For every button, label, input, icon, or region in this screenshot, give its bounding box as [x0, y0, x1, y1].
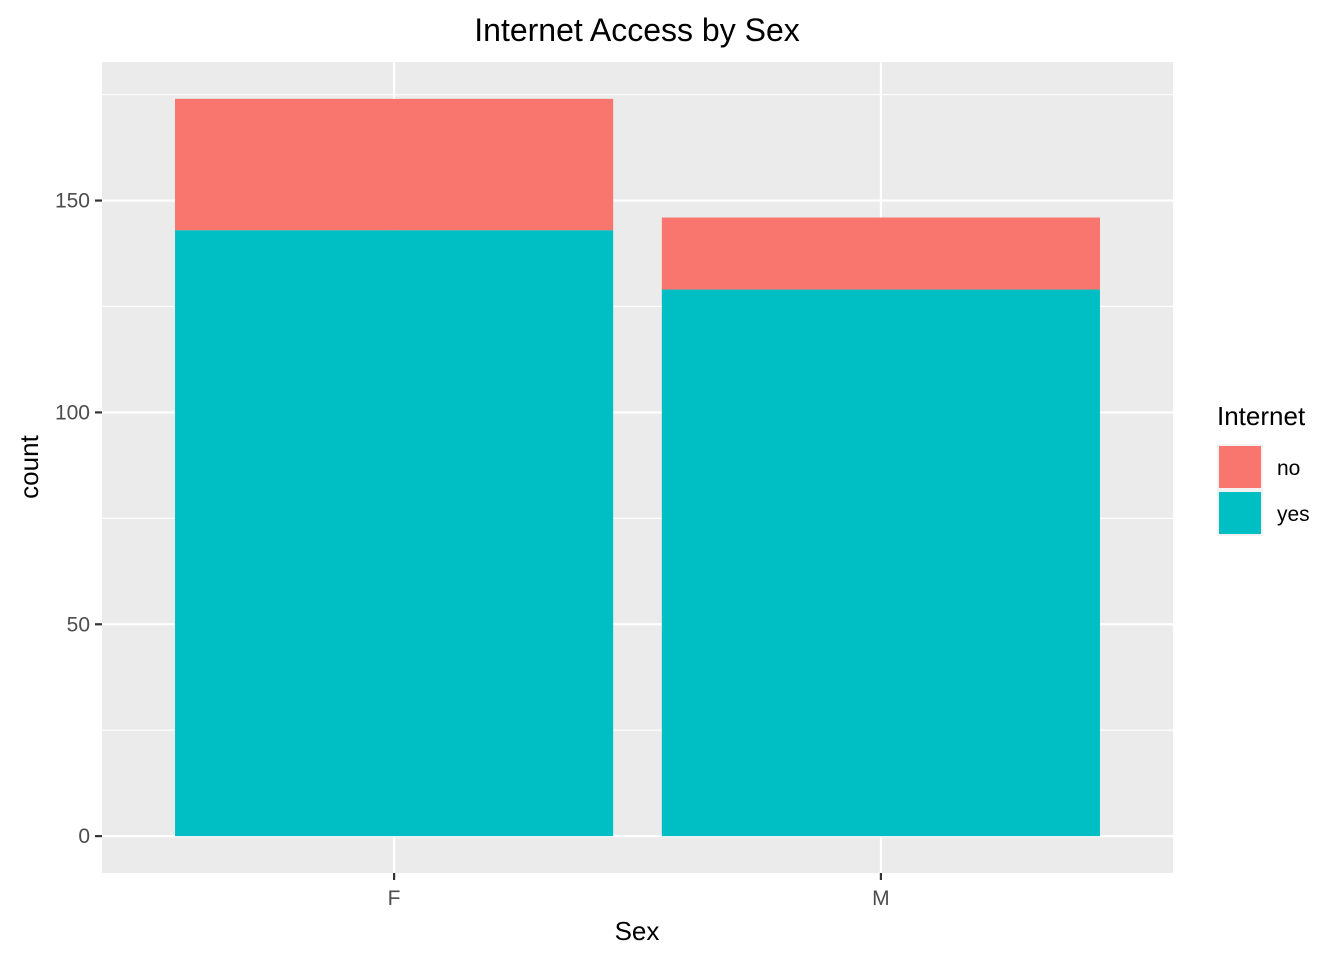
legend-items: no yes — [1217, 444, 1310, 536]
y-tick-label: 50 — [67, 613, 90, 636]
bar-F-yes — [175, 230, 614, 837]
bars — [175, 98, 1100, 837]
y-axis-title: count — [14, 434, 44, 498]
bar-F-no — [175, 98, 614, 231]
x-axis-title: Sex — [615, 916, 660, 946]
legend-title: Internet — [1217, 401, 1306, 431]
chart-title: Internet Access by Sex — [474, 12, 800, 48]
legend-swatch-yes — [1219, 492, 1261, 534]
y-tick-label: 150 — [55, 190, 90, 213]
bar-M-yes — [661, 289, 1100, 837]
y-tick-label: 0 — [78, 825, 90, 848]
x-tick-label: F — [388, 887, 401, 910]
bar-M-no — [661, 217, 1100, 290]
legend-swatch-no — [1219, 446, 1261, 488]
legend: Internet no yes — [1217, 401, 1310, 536]
y-tick-label: 100 — [55, 401, 90, 424]
x-tick-label: M — [872, 887, 890, 910]
y-axis-ticks: 0 50 100 150 — [55, 190, 102, 848]
legend-label-yes: yes — [1277, 503, 1310, 526]
legend-label-no: no — [1277, 457, 1300, 480]
